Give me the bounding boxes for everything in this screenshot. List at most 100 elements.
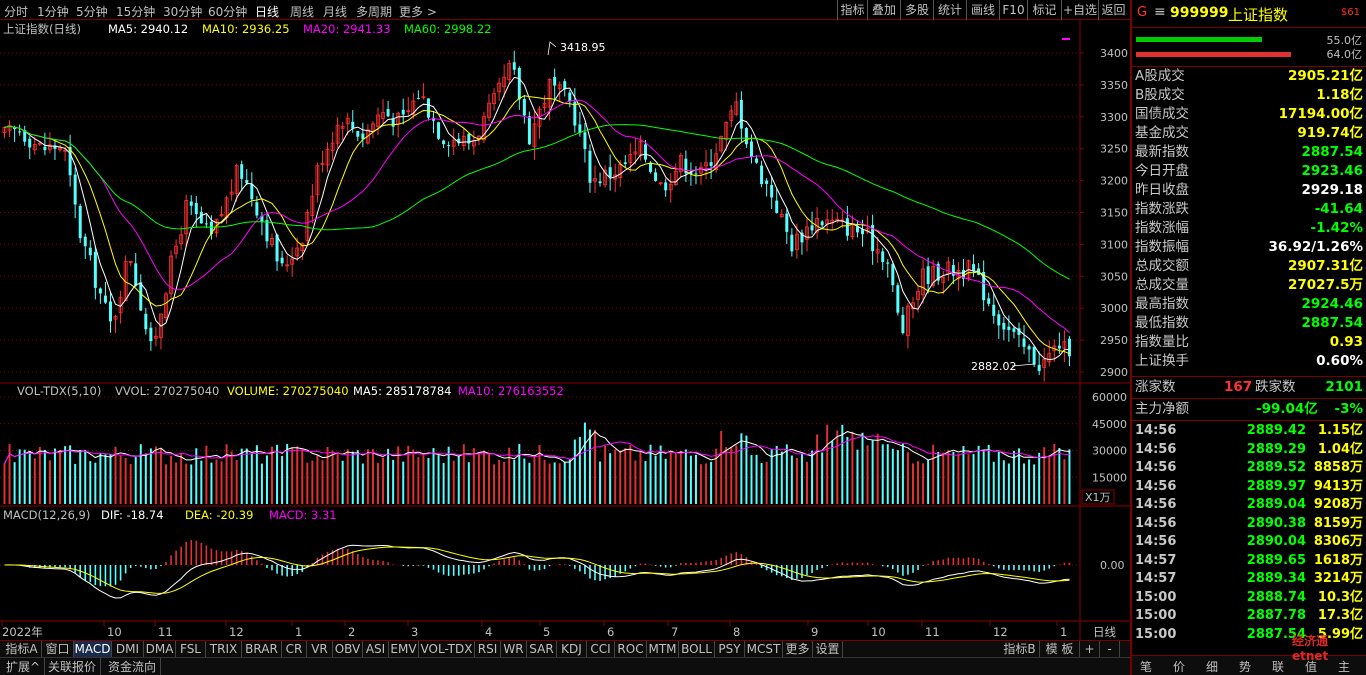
- indicator-tab-12[interactable]: EMV: [389, 641, 419, 658]
- menu-icon[interactable]: ≡: [1154, 4, 1166, 20]
- indicator-tab-25[interactable]: 设置: [813, 641, 843, 658]
- indicator-tab-10[interactable]: OBV: [333, 641, 363, 658]
- timeframe-10[interactable]: 更多 >: [399, 5, 437, 19]
- indicator-tab-0[interactable]: 指标A: [2, 641, 42, 658]
- volume-bar: [437, 455, 440, 504]
- volume-bar: [861, 432, 864, 504]
- indicator-tab-18[interactable]: CCI: [587, 641, 615, 658]
- down-count-value: 2101: [1325, 379, 1363, 395]
- net-flow-value: -99.04亿: [1256, 401, 1318, 417]
- quote-value: 2887.54: [1301, 315, 1364, 331]
- indicator-tab-3[interactable]: DMI: [112, 641, 144, 658]
- group-label[interactable]: G: [1137, 5, 1148, 20]
- indicator-tab-19[interactable]: ROC: [615, 641, 647, 658]
- volume-bar: [508, 447, 511, 504]
- indicator-tab-23[interactable]: MCST: [745, 641, 783, 658]
- x-tick-label: 11: [925, 625, 940, 639]
- timeframe-2[interactable]: 5分钟: [76, 5, 108, 19]
- volume-bar: [392, 460, 395, 504]
- inflow-value: 55.0亿: [1326, 34, 1363, 47]
- candle-body: [310, 195, 315, 216]
- indicator-tab-4[interactable]: DMA: [144, 641, 176, 658]
- x-tick-label: 8: [733, 625, 740, 639]
- indicator-tab-14[interactable]: RSI: [475, 641, 501, 658]
- quote-row-9: 指数振幅 36.92/1.26%: [1132, 238, 1366, 257]
- volume-bar: [720, 430, 723, 504]
- indicator-tab-22[interactable]: PSY: [715, 641, 745, 658]
- volume-bar: [351, 451, 354, 504]
- kline-chart-area[interactable]: 3400335033003250320031503100305030002950…: [0, 20, 1130, 640]
- indicator-tab-15[interactable]: WR: [501, 641, 527, 658]
- indicator-tab-21[interactable]: BOLL: [679, 641, 715, 658]
- toolbar-btn-2[interactable]: 多股: [900, 0, 933, 20]
- bottom-bar-item-0[interactable]: 扩展^: [2, 658, 46, 675]
- panel-tab-3[interactable]: 势: [1238, 660, 1251, 674]
- timeframe-5[interactable]: 60分钟: [208, 5, 248, 19]
- toolbar-btn-5[interactable]: F10: [999, 0, 1027, 20]
- timeframe-8[interactable]: 月线: [323, 5, 348, 19]
- indicator-tab-17[interactable]: KDJ: [557, 641, 587, 658]
- indicator-tab-11[interactable]: ASI: [363, 641, 389, 658]
- panel-tab-1[interactable]: 价: [1172, 660, 1185, 674]
- volume-bar: [866, 445, 869, 504]
- candle-body: [951, 265, 955, 276]
- indicator-tab-right-3[interactable]: -: [1100, 641, 1120, 658]
- volume-bar: [917, 461, 920, 504]
- volume-bar: [306, 462, 309, 504]
- panel-tab-5[interactable]: 值: [1304, 660, 1317, 674]
- quote-value: 2929.18: [1301, 182, 1364, 198]
- timeframe-1[interactable]: 1分钟: [37, 5, 69, 19]
- tick-time: 14:56: [1135, 423, 1177, 438]
- toolbar-btn-6[interactable]: 标记: [1027, 0, 1061, 20]
- indicator-tab-20[interactable]: MTM: [647, 641, 679, 658]
- indicator-tab-9[interactable]: VR: [307, 641, 333, 658]
- indicator-tab-right-1[interactable]: 模 板: [1040, 641, 1080, 658]
- indicator-tab-5[interactable]: FSL: [176, 641, 206, 658]
- quote-row-15: 上证换手 0.60%: [1132, 352, 1366, 371]
- bottom-bar-item-2[interactable]: 资金流向: [104, 658, 162, 675]
- panel-tab-2[interactable]: 细: [1205, 660, 1218, 674]
- up-count-value: 167: [1224, 379, 1253, 395]
- quote-label: 国债成交: [1135, 106, 1189, 122]
- panel-tab-0[interactable]: 笔: [1139, 660, 1152, 674]
- candle-body: [245, 180, 249, 184]
- panel-tab-6[interactable]: 主: [1337, 660, 1350, 674]
- timeframe-9[interactable]: 多周期: [356, 5, 393, 19]
- candle-body: [891, 264, 895, 286]
- timeframe-6[interactable]: 日线: [255, 5, 280, 19]
- candle-body: [330, 142, 335, 151]
- bottom-bar-item-1[interactable]: 关联报价: [44, 658, 102, 675]
- indicator-tab-16[interactable]: SAR: [527, 641, 557, 658]
- toolbar-btn-1[interactable]: 叠加: [867, 0, 900, 20]
- indicator-tab-2[interactable]: MACD: [74, 641, 112, 658]
- volume-bar: [644, 461, 647, 504]
- volume-bar: [250, 453, 253, 504]
- indicator-tab-7[interactable]: BRAR: [242, 641, 282, 658]
- candle-body: [320, 163, 325, 165]
- toolbar-btn-4[interactable]: 画线: [966, 0, 999, 20]
- toolbar-btn-0[interactable]: 指标: [837, 0, 867, 20]
- toolbar-btn-3[interactable]: 统计: [933, 0, 966, 20]
- indicator-tab-13[interactable]: VOL-TDX: [419, 641, 475, 658]
- price-tick-label: 3200: [1100, 175, 1128, 188]
- indicator-tab-6[interactable]: TRIX: [206, 641, 242, 658]
- panel-tab-4[interactable]: 联: [1271, 660, 1284, 674]
- toolbar-btn-7[interactable]: +自选: [1061, 0, 1098, 20]
- volume-bar: [765, 461, 768, 504]
- indicator-tab-1[interactable]: 窗口: [42, 641, 74, 658]
- level-badge[interactable]: $61: [1340, 7, 1360, 18]
- macd-dea-line: [4, 546, 1070, 594]
- indicator-tab-8[interactable]: CR: [282, 641, 307, 658]
- indicator-tab-24[interactable]: 更多: [783, 641, 813, 658]
- timeframe-0[interactable]: 分时: [4, 5, 29, 19]
- candle-body: [563, 81, 567, 90]
- indicator-tab-right-0[interactable]: 指标B: [1000, 641, 1040, 658]
- timeframe-4[interactable]: 30分钟: [163, 5, 203, 19]
- volume-bar: [795, 457, 798, 504]
- candle-body: [123, 261, 128, 302]
- timeframe-3[interactable]: 15分钟: [116, 5, 156, 19]
- timeframe-7[interactable]: 周线: [290, 5, 315, 19]
- x-tick-label: 9: [811, 625, 818, 639]
- indicator-tab-right-2[interactable]: +: [1080, 641, 1100, 658]
- toolbar-btn-8[interactable]: 返回: [1098, 0, 1128, 20]
